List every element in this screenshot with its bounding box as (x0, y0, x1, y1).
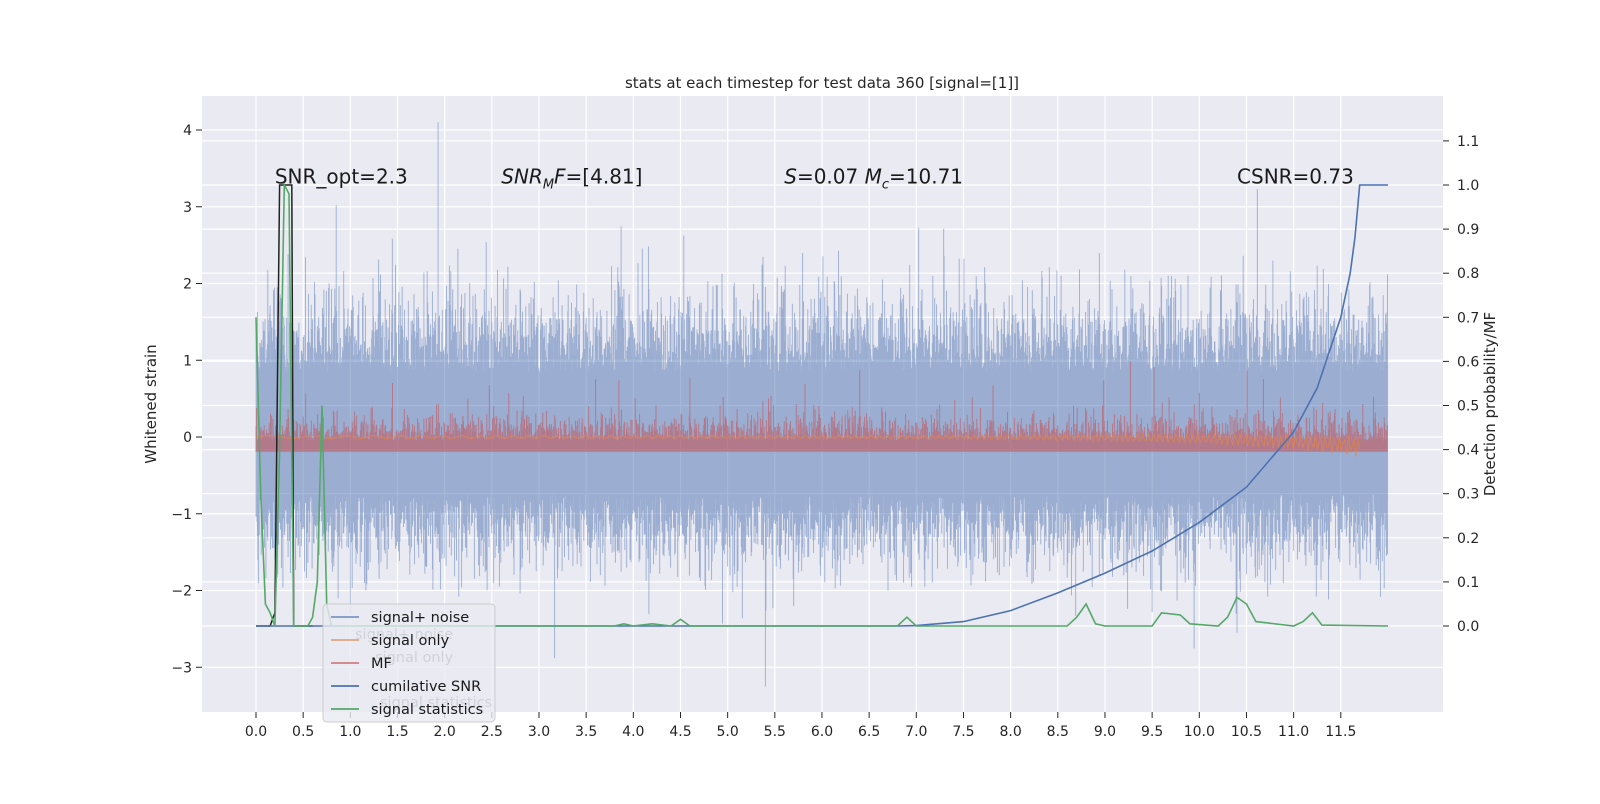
annotations: SNR_opt=2.3 SNRMF=[4.81] S=0.07 Mc=10.71 CS… (275, 165, 1354, 193)
y-tick-label-left: −1 (171, 507, 192, 523)
y-tick-label-left: 1 (183, 353, 192, 369)
x-tick-label: 0.5 (292, 724, 314, 740)
x-tick-label: 7.5 (952, 724, 974, 740)
x-tick-label: 6.0 (811, 724, 833, 740)
right-y-axis: 1.1 1.0 0.9 0.8 0.7 0.6 0.5 0.4 0.3 0.2 0.1 0.0 (1443, 134, 1479, 635)
legend-label: signal only (371, 633, 450, 649)
x-tick-label: 9.5 (1141, 724, 1163, 740)
annotation-csnr: CSNR=0.73 (1237, 165, 1354, 189)
legend: signal+ noise signal only signal statistic… (322, 603, 496, 723)
x-tick-label: 2.0 (434, 724, 456, 740)
y-axis-label-left: Whitened strain (142, 344, 160, 463)
legend-label: MF (371, 656, 392, 672)
y-tick-label-right: 0.6 (1457, 354, 1479, 370)
x-tick-label: 4.5 (669, 724, 691, 740)
y-tick-label-right: 0.0 (1457, 619, 1479, 635)
x-tick-label: 9.0 (1094, 724, 1116, 740)
series-signal-only (255, 431, 1361, 457)
y-tick-label-left: −3 (171, 660, 192, 676)
y-tick-label-right: 0.5 (1457, 399, 1479, 415)
y-tick-label-left: 3 (183, 200, 192, 216)
annotation-snr-opt: SNR_opt=2.3 (275, 165, 408, 189)
chart-title: stats at each timestep for test data 360… (625, 74, 1019, 92)
series-cumulative-snr (256, 184, 1388, 627)
annotation-snr-mf: SNRMF=[4.81] (501, 165, 642, 193)
x-tick-label: 3.5 (575, 724, 597, 740)
y-axis-label-right: Detection probability/MF (1481, 312, 1499, 496)
x-tick-label: 2.5 (481, 724, 503, 740)
x-tick-label: 8.5 (1047, 724, 1069, 740)
y-tick-label-right: 0.7 (1457, 310, 1479, 326)
x-tick-label: 10.5 (1231, 724, 1262, 740)
y-tick-label-left: 4 (183, 123, 192, 139)
y-tick-label-right: 1.0 (1457, 178, 1479, 194)
x-tick-label: 1.5 (386, 724, 408, 740)
y-tick-label-left: 0 (183, 430, 192, 446)
y-tick-label-left: 2 (183, 277, 192, 293)
y-tick-label-right: 1.1 (1457, 134, 1479, 150)
x-tick-label: 11.0 (1278, 724, 1309, 740)
legend-label: signal statistics (371, 702, 483, 718)
y-tick-label-right: 0.2 (1457, 531, 1479, 547)
y-tick-label-right: 0.8 (1457, 266, 1479, 282)
annotation-s-mc: S=0.07 Mc=10.71 (784, 165, 963, 193)
series-mf (255, 361, 1388, 452)
legend-label: signal+ noise (371, 610, 469, 626)
y-tick-label-right: 0.9 (1457, 222, 1479, 238)
x-tick-label: 0.0 (245, 724, 267, 740)
x-tick-label: 5.0 (717, 724, 739, 740)
x-tick-label: 10.0 (1184, 724, 1215, 740)
legend-label: cumilative SNR (371, 679, 481, 695)
x-axis: 0.0 0.5 1.0 1.5 2.0 2.5 3.0 3.5 4.0 4.5 5.0 5.5 6.0 6… (245, 712, 1356, 740)
x-tick-label: 8.0 (1000, 724, 1022, 740)
x-tick-label: 1.0 (339, 724, 361, 740)
y-tick-label-right: 0.4 (1457, 443, 1479, 459)
data-layer (255, 122, 1389, 687)
y-tick-label-right: 0.1 (1457, 575, 1479, 591)
x-tick-label: 5.5 (764, 724, 786, 740)
x-tick-label: 4.0 (622, 724, 644, 740)
series-signal-statistics (255, 181, 1389, 627)
y-tick-label-left: −2 (171, 584, 192, 600)
x-tick-label: 11.5 (1325, 724, 1356, 740)
y-tick-label-right: 0.3 (1457, 487, 1479, 503)
left-y-axis: 4 3 2 1 0 −1 −2 −3 (171, 123, 202, 676)
legend-box (322, 603, 496, 723)
x-tick-label: 6.5 (858, 724, 880, 740)
x-tick-label: 3.0 (528, 724, 550, 740)
x-tick-label: 7.0 (905, 724, 927, 740)
